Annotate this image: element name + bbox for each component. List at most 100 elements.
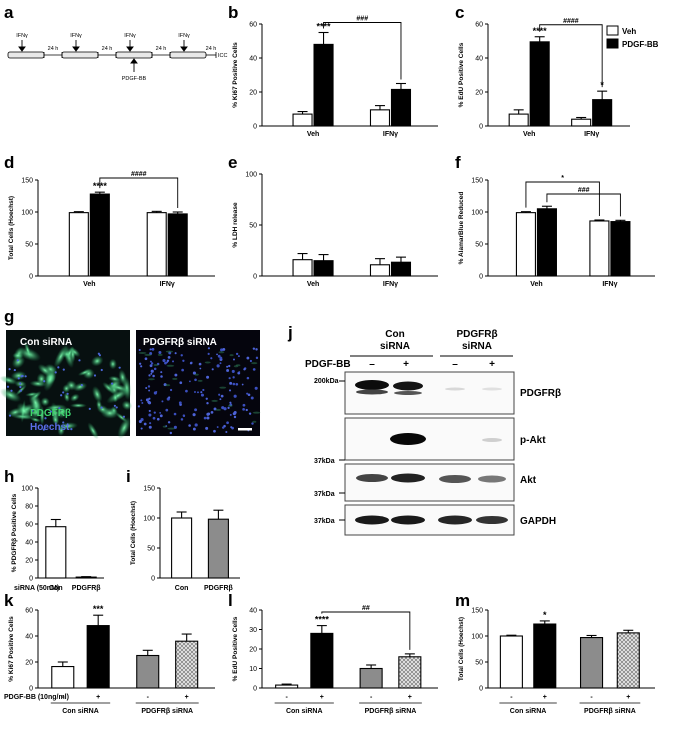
y-tick-label: 100 (471, 634, 483, 641)
y-axis-label: Total Cells (Hoechst) (130, 501, 137, 565)
nucleus (159, 411, 162, 414)
significance-label: #### (131, 171, 147, 178)
nucleus (242, 403, 246, 407)
pdgf-timeline-label: PDGF-BB (122, 76, 147, 82)
stain-label-pdgfrb: PDGFRβ (30, 408, 71, 419)
bar-0 (292, 259, 313, 277)
nucleus (246, 356, 250, 360)
nucleus (232, 382, 236, 386)
faint-cell (218, 351, 225, 354)
nucleus (138, 419, 142, 424)
nucleus (205, 397, 208, 400)
nucleus (140, 399, 143, 402)
significance-label: ## (362, 605, 370, 612)
y-tick-label: 0 (29, 686, 33, 693)
nucleus (216, 426, 219, 429)
green-cell (100, 407, 119, 419)
bar-2 (579, 637, 604, 689)
y-axis-label: % EdU Positive Cells (232, 616, 239, 681)
mw-200kda: 200kDa (314, 378, 339, 385)
faint-cell (229, 354, 234, 357)
chart-e: 0 50 100 % LDH release Veh IFNγ (232, 172, 438, 288)
y-tick-label: 0 (29, 576, 33, 583)
y-axis-label: Total Cells (Hoechst) (458, 617, 465, 681)
nucleus (226, 368, 230, 372)
chart-i: 0 50 100 150 Total Cells (Hoechst) Con PDGFRβ (130, 486, 240, 592)
ifn-label-2: IFNγ (70, 33, 82, 39)
y-tick-label: 0 (479, 274, 483, 281)
nucleus (233, 394, 237, 398)
wb-pd-label-2: siRNA (462, 341, 492, 352)
nucleus (140, 427, 143, 430)
nucleus (203, 416, 207, 420)
nucleus (169, 431, 173, 435)
significance-bracket (99, 177, 179, 208)
nucleus (219, 398, 222, 401)
y-tick-label: 20 (249, 90, 257, 97)
y-tick-label: 150 (21, 178, 33, 185)
x-sign-label: + (96, 694, 100, 701)
green-cell (43, 367, 57, 392)
group-label: Con siRNA (62, 708, 99, 715)
nucleus (207, 412, 211, 416)
legend-label-pdgf: PDGF-BB (622, 40, 659, 49)
western-blot: Con siRNA PDGFRβ siRNA PDGF-BB – + – + 2… (305, 329, 561, 536)
y-tick-label: 0 (253, 274, 257, 281)
y-tick-label: 100 (21, 210, 33, 217)
nucleus (152, 416, 156, 420)
y-tick-label: 20 (25, 660, 33, 667)
bar-0 (275, 684, 299, 689)
x-category-label: Veh (307, 281, 319, 288)
y-tick-label: 50 (147, 546, 155, 553)
wb-lane1-sign: – (369, 359, 375, 370)
well-plate-1 (7, 51, 45, 59)
nucleus (93, 374, 97, 377)
x-category-label: PDGFRβ (72, 585, 102, 592)
band-label-akt: Akt (520, 475, 537, 486)
bar-1 (529, 41, 550, 127)
panel-label-f: f (455, 153, 461, 172)
nucleus (207, 347, 210, 350)
stain-label-hoechst: Hoechst (30, 422, 70, 433)
nucleus (13, 368, 16, 372)
y-tick-label: 150 (471, 178, 483, 185)
bar-3 (390, 261, 412, 277)
nucleus (210, 410, 214, 414)
bar-3 (592, 99, 613, 127)
nucleus (182, 414, 186, 417)
y-tick-label: 0 (479, 686, 483, 693)
significance-marker: **** (315, 615, 330, 625)
bar-3 (610, 221, 631, 277)
panel-label-b: b (228, 3, 238, 22)
faint-cell (219, 386, 227, 389)
nucleus (194, 378, 197, 382)
x-category-label: IFNγ (383, 131, 398, 138)
nucleus (213, 429, 216, 433)
y-tick-label: 150 (471, 608, 483, 615)
chart-l: 0 10 20 30 40 % EdU Positive Cells - + - + Con siR… (232, 605, 438, 715)
panel-label-d: d (4, 153, 14, 172)
panel-label-m: m (455, 591, 470, 610)
bar-1 (313, 260, 334, 277)
y-tick-label: 100 (21, 486, 33, 493)
y-tick-label: 100 (471, 210, 483, 217)
icc-label: ICC (218, 53, 228, 59)
nucleus (152, 374, 155, 378)
x-category-label: IFNγ (160, 281, 175, 288)
wb-lane4-sign: + (489, 359, 495, 370)
wb-pd-label-1: PDGFRβ (456, 329, 497, 340)
y-axis-label: % EdU Positive Cells (458, 42, 465, 107)
y-tick-label: 60 (475, 22, 483, 29)
nucleus (221, 426, 225, 429)
green-cell (90, 355, 104, 367)
y-tick-label: 0 (253, 686, 257, 693)
legend: Veh PDGF-BB (606, 25, 659, 49)
bar-1 (310, 632, 334, 689)
nucleus (168, 396, 171, 399)
y-tick-label: 50 (475, 242, 483, 249)
bar-2 (571, 118, 592, 127)
nucleus (165, 408, 169, 412)
micrograph-pdgfrb-sirna (136, 330, 260, 436)
